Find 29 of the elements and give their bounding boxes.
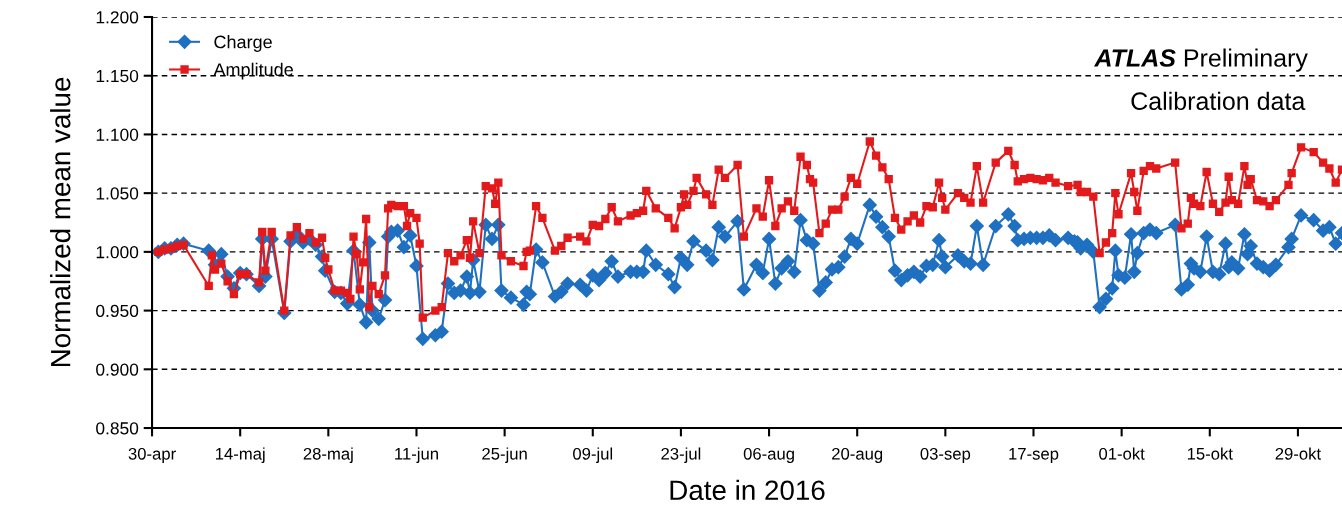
y-tick-label: 1.000 [96, 246, 139, 259]
x-tick-label: 20-aug [832, 447, 883, 463]
x-axis-title: Date in 2016 [670, 479, 825, 501]
annotation: Preliminary [1184, 48, 1308, 72]
y-tick-label: 1.050 [96, 187, 139, 200]
legend-label: Charge [214, 35, 272, 52]
x-tick-label: 25-jun [482, 447, 527, 463]
x-tick-label: 11-jun [395, 447, 438, 463]
y-axis-title: Normalized mean value [50, 77, 71, 367]
x-tick-label: 06-aug [743, 447, 794, 463]
annotation: ATLAS [1093, 49, 1176, 67]
x-tick-label: 14-maj [215, 447, 265, 463]
x-tick-label: 30-apr [128, 447, 176, 463]
y-tick-label: 0.850 [96, 422, 139, 435]
x-tick-label: 09-jul [573, 447, 613, 463]
y-tick-label: 1.150 [96, 69, 139, 83]
legend-label: Amplitude [213, 62, 293, 80]
annotation: Calibration data [1131, 91, 1306, 111]
x-tick-label: 15-okt [1187, 447, 1233, 460]
y-tick-label: 0.950 [96, 304, 139, 318]
x-tick-label: 28-maj [303, 447, 353, 463]
y-tick-label: 1.200 [96, 11, 139, 24]
y-tick-label: 0.900 [96, 363, 139, 376]
x-tick-label: 01-okt [1099, 447, 1145, 460]
x-tick-label: 17-sep [1009, 448, 1059, 463]
x-tick-label: 29-okt [1275, 447, 1321, 460]
x-tick-label: 23-jul [661, 447, 701, 463]
y-tick-label: 1.100 [96, 128, 139, 141]
x-tick-label: 03-sep [920, 447, 971, 463]
